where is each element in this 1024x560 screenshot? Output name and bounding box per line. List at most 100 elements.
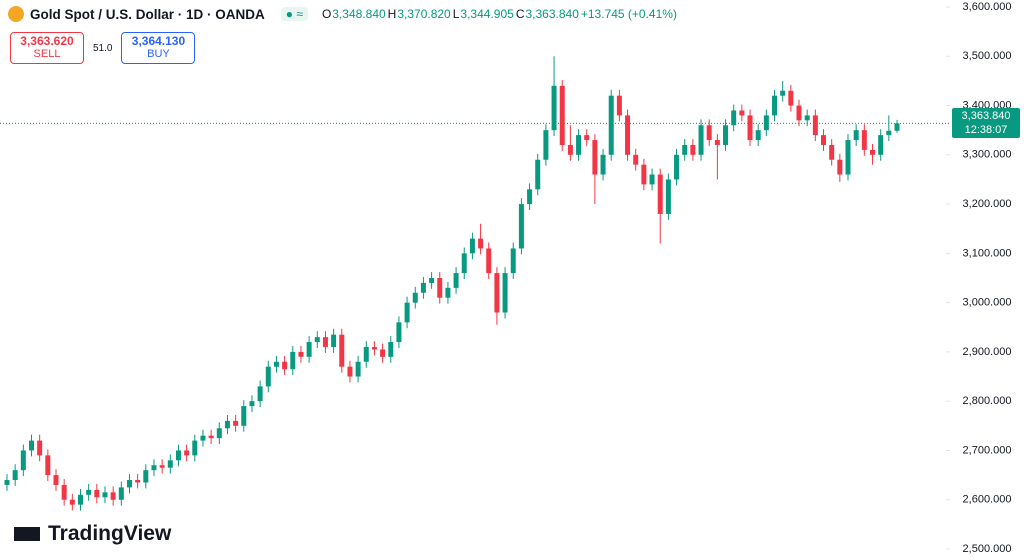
candle-body [265,366,271,387]
y-tick-label: 2,900.000 [963,346,1012,358]
candle-body [486,248,492,274]
candle-body [657,174,663,214]
candle-body [698,125,704,155]
candle-body [371,346,377,350]
candle-body [886,130,892,136]
candle-body [461,253,467,274]
candle-body [665,179,671,214]
buy-label: BUY [147,48,170,60]
symbol[interactable]: Gold Spot / U.S. Dollar · 1D · OANDA [30,6,265,22]
candle-body [135,480,141,483]
candle-body [322,337,328,347]
ohlc-key: H [387,7,397,21]
candle-body [518,204,524,249]
candle-body [200,435,206,441]
candle-body [755,130,761,141]
candle-body [445,287,451,298]
buy-button[interactable]: 3,364.130 BUY [121,32,196,64]
candle-body [837,159,843,175]
candle-body [53,475,59,485]
candle-body [616,95,622,116]
candle-body [167,460,173,468]
candle-body [584,135,590,141]
candle-body [126,480,132,488]
candle-body [347,366,353,377]
candle-body [527,189,533,205]
y-tick-label: 3,500.000 [963,50,1012,62]
ohlc-key: L [452,7,460,21]
candle-body [469,238,475,254]
candle-body [674,154,680,180]
candle-body [241,406,247,426]
candle-body [845,140,851,175]
ohlc-key: O [321,7,332,21]
candle-body [86,489,92,495]
header: Gold Spot / U.S. Dollar · 1D · OANDA ● ≈… [8,6,679,22]
candle-body [175,450,181,461]
y-tick-label: 2,800.000 [963,395,1012,407]
watermark[interactable]: TradingView [14,522,171,546]
candle-body [143,470,149,483]
sell-button[interactable]: 3,363.620 SELL [10,32,84,64]
candle-body [829,144,835,160]
candle-body [535,159,541,190]
candle-body [314,337,320,343]
ohlc-value: 3,348.840 [332,7,386,21]
candle-body [861,130,867,150]
candle-body [502,273,508,313]
candle-body [363,346,369,362]
candle-body [437,278,443,298]
ohlc-low: L3,344.905 [453,7,514,21]
candle-body [780,90,786,96]
candle-body [94,489,100,498]
candle-body [812,115,818,136]
candle-body [706,125,712,141]
candle-body [192,440,198,456]
ohlc-value: 3,370.820 [397,7,451,21]
candle-body [151,465,157,471]
candle-body [723,125,729,145]
candle-body [478,238,484,249]
candle-body [878,135,884,155]
candle-body [61,484,67,500]
y-tick-label: 2,700.000 [963,444,1012,456]
countdown: 12:38:07 [964,124,1008,137]
candle-body [649,174,655,185]
candle-body [551,85,557,131]
candle-body [37,440,43,456]
candle-body [45,455,51,476]
candle-body [388,342,394,357]
candle-body [821,135,827,145]
change: +13.745 (+0.41%) [580,7,677,21]
candle-body [282,361,288,370]
candle-body [576,135,582,155]
candle-body [208,435,214,439]
candle-body [510,248,516,274]
status-pill[interactable]: ● ≈ [280,7,308,21]
candle-body [592,140,598,175]
symbol-logo [8,6,24,22]
candle-body [257,386,263,402]
ohlc-close: C3,363.840 [516,7,579,21]
watermark-logo [14,527,40,541]
candle-body [494,273,500,313]
candle-body [380,349,386,357]
candle-body [453,273,459,288]
candle-body [429,278,435,283]
sell-price: 3,363.620 [20,34,74,48]
candle-body [747,115,753,141]
candle-body [102,492,108,498]
watermark-text: TradingView [48,522,172,545]
candle-body [339,334,345,367]
ohlc-high: H3,370.820 [388,7,451,21]
candle-body [739,110,745,116]
candle-body [608,95,614,155]
y-tick-label: 3,300.000 [963,149,1012,161]
candle-body [870,149,876,155]
candle-body [625,115,631,155]
candle-body [233,420,239,426]
candle-body [690,144,696,155]
y-tick-label: 2,600.000 [963,494,1012,506]
candle-body [894,123,900,131]
candle-body [306,342,312,357]
